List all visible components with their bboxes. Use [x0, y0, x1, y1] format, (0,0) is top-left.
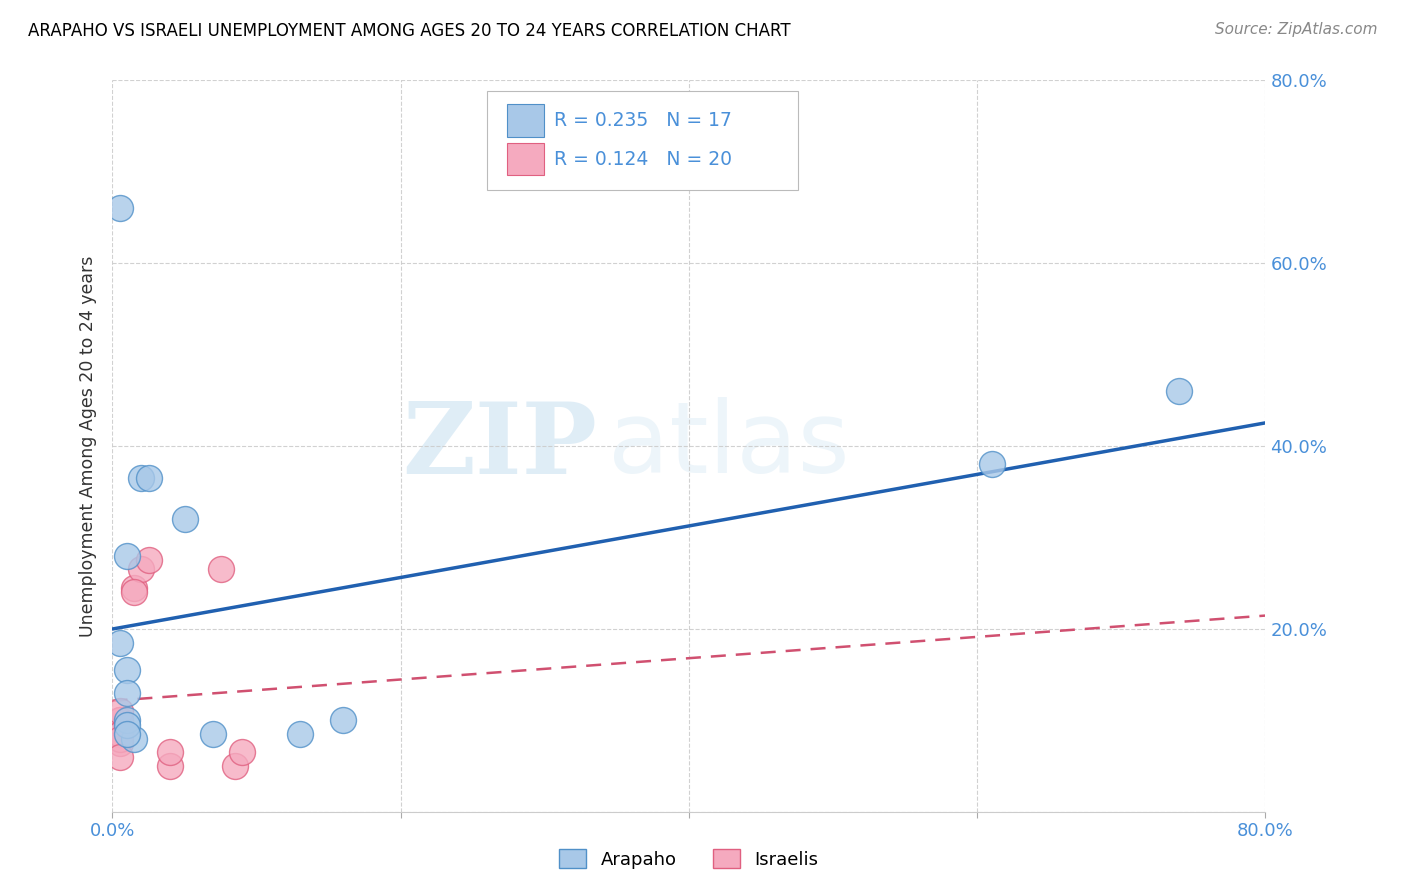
Point [108, 723, 131, 737]
Text: atlas: atlas [609, 398, 849, 494]
Text: ARAPAHO VS ISRAELI UNEMPLOYMENT AMONG AGES 20 TO 24 YEARS CORRELATION CHART: ARAPAHO VS ISRAELI UNEMPLOYMENT AMONG AG… [28, 22, 790, 40]
Point [108, 714, 131, 728]
Legend: Arapaho, Israelis: Arapaho, Israelis [553, 842, 825, 876]
Point [129, 471, 153, 485]
Point [108, 731, 131, 746]
Point [129, 562, 153, 576]
Point [138, 553, 160, 567]
Point [115, 663, 138, 677]
Point [231, 745, 253, 759]
Point [108, 704, 131, 718]
Point [159, 745, 181, 759]
Point [108, 723, 131, 737]
Point [224, 759, 246, 773]
Point [115, 549, 138, 563]
Point [115, 714, 138, 728]
Text: Source: ZipAtlas.com: Source: ZipAtlas.com [1215, 22, 1378, 37]
Y-axis label: Unemployment Among Ages 20 to 24 years: Unemployment Among Ages 20 to 24 years [79, 255, 97, 637]
Text: ZIP: ZIP [402, 398, 596, 494]
Point [173, 512, 195, 526]
Point [115, 718, 138, 732]
Point [159, 759, 181, 773]
Point [108, 727, 131, 741]
Point [209, 562, 232, 576]
Point [332, 714, 354, 728]
Bar [506, 144, 544, 176]
Point [202, 727, 225, 741]
Point [108, 727, 131, 741]
Point [108, 736, 131, 750]
Point [1167, 384, 1189, 399]
Point [288, 727, 311, 741]
Point [980, 458, 1002, 472]
Point [115, 686, 138, 700]
Point [108, 749, 131, 764]
FancyBboxPatch shape [486, 91, 799, 190]
Point [108, 635, 131, 649]
Text: R = 0.235   N = 17: R = 0.235 N = 17 [554, 111, 733, 130]
Point [108, 714, 131, 728]
Point [138, 471, 160, 485]
Point [122, 585, 145, 599]
Point [122, 581, 145, 595]
Point [108, 202, 131, 216]
Point [115, 727, 138, 741]
Text: R = 0.124   N = 20: R = 0.124 N = 20 [554, 150, 733, 169]
Point [122, 731, 145, 746]
Bar [506, 104, 544, 136]
Point [108, 727, 131, 741]
